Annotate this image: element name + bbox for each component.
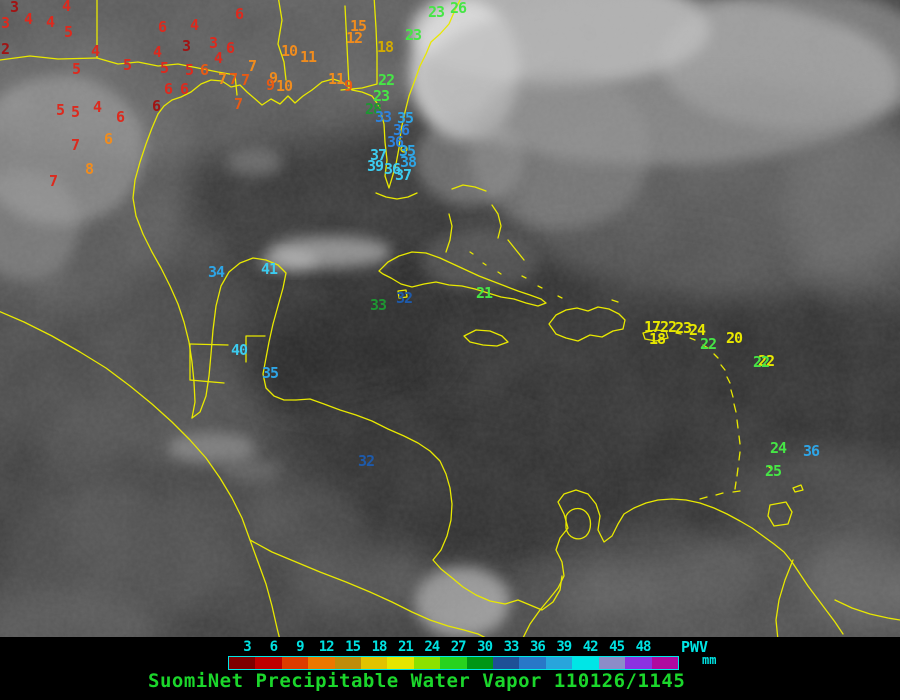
coastline-us: [157, 0, 461, 189]
colorbar-segment: [334, 657, 362, 669]
colorbar-segment: [598, 657, 626, 669]
colorbar-segment: [413, 657, 441, 669]
colorbar-segment: [229, 657, 256, 669]
colorbar: [228, 656, 679, 670]
pwv-unit-sub: mm: [702, 653, 717, 667]
colorbar-ticks: 3 6 9 12 15 18 21 24 27 30 33 36 39 42 45 48: [0, 639, 900, 655]
colorbar-tick-label: 36: [529, 639, 546, 655]
coastline-layer: [0, 0, 900, 641]
colorbar-tick-label: 3: [243, 639, 252, 655]
colorbar-segment: [545, 657, 573, 669]
colorbar-tick-label: 21: [397, 639, 414, 655]
product-title: SuomiNet Precipitable Water Vapor 110126…: [148, 670, 686, 692]
coastline-trinidad: [767, 501, 793, 527]
colorbar-tick-label: 42: [582, 639, 599, 655]
coastline-pacific: [0, 311, 281, 641]
florida-keys: [375, 192, 418, 200]
colorbar-segment: [625, 657, 652, 669]
colorbar-tick-label: 18: [371, 639, 388, 655]
coastline-yucatan: [191, 257, 297, 419]
coastline-puerto-rico: [642, 329, 669, 342]
colorbar-segment: [466, 657, 494, 669]
colorbar-segment: [308, 657, 335, 669]
coastline-cuba: [378, 251, 547, 307]
colorbar-segment: [519, 657, 546, 669]
coastline-mexico: [132, 113, 196, 419]
colorbar-segment: [255, 657, 282, 669]
colorbar-tick-label: 24: [424, 639, 440, 655]
colorbar-tick-label: 15: [345, 639, 361, 655]
colorbar-tick-label: 12: [318, 639, 335, 655]
coastline-jamaica: [463, 329, 509, 347]
legend-footer: 3 6 9 12 15 18 21 24 27 30 33 36 39 42 45 48 PWV mm Suo…: [0, 637, 900, 700]
colorbar-tick-label: 39: [556, 639, 572, 655]
coastline-south-america: [521, 489, 844, 641]
lake-maracaibo: [565, 507, 592, 540]
colorbar-tick-label: 30: [477, 639, 493, 655]
coastline-bahamas: [445, 184, 619, 303]
colorbar-segment: [493, 657, 520, 669]
colorbar-tick-label: 48: [635, 639, 652, 655]
colorbar-tick-label: 27: [450, 639, 467, 655]
coastline-central-america: [295, 398, 563, 611]
colorbar-tick-label: 45: [609, 639, 625, 655]
colorbar-segment: [651, 657, 678, 669]
colorbar-tick-label: 6: [269, 639, 279, 655]
colorbar-segment: [281, 657, 309, 669]
colorbar-segment: [440, 657, 467, 669]
colorbar-segment: [361, 657, 388, 669]
image-grain: [0, 0, 900, 637]
coastline-hispaniola: [548, 306, 626, 342]
colorbar-tick-label: 33: [503, 639, 520, 655]
coastline-pacific-centam: [249, 539, 491, 641]
coastline-lesser-antilles: [675, 332, 773, 490]
pwv-unit-label: PWV: [681, 638, 709, 656]
colorbar-segment: [572, 657, 599, 669]
lake-okeechobee: [400, 145, 408, 153]
colorbar-segment: [387, 657, 414, 669]
colorbar-tick-label: 9: [296, 639, 305, 655]
